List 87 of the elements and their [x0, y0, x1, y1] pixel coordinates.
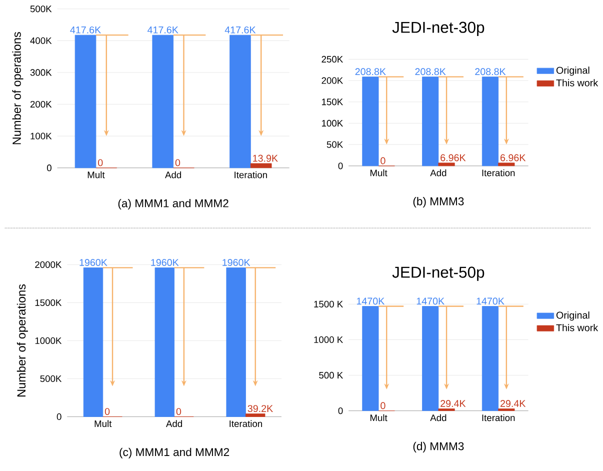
- y-tick-label: 500K: [30, 6, 52, 12]
- bar: [362, 306, 379, 411]
- x-tick-label: Mult: [88, 171, 105, 178]
- data-label: 208.8K: [355, 68, 386, 76]
- y-tick-label: 500K: [40, 375, 62, 382]
- data-label: 13.9K: [253, 154, 278, 162]
- y-tick-label: 200K: [322, 77, 344, 84]
- bar: [83, 267, 104, 417]
- y-tick-label: 1500K: [35, 299, 62, 306]
- x-tick-label: Add: [166, 420, 182, 428]
- bar: [422, 306, 439, 411]
- bar: [422, 76, 439, 166]
- bar: [482, 76, 499, 166]
- bar: [74, 34, 96, 168]
- data-label: 208.8K: [415, 68, 446, 76]
- x-tick-label: Iteration: [230, 420, 262, 428]
- bar: [154, 267, 174, 417]
- bar: [498, 162, 515, 166]
- x-tick-label: Iteration: [482, 414, 515, 422]
- y-tick-label: 50K: [326, 141, 344, 148]
- data-label: 6.96K: [500, 154, 526, 162]
- y-tick-label: 0: [338, 407, 343, 414]
- y-tick-label: 1500 K: [314, 300, 344, 308]
- data-label: 0: [380, 402, 386, 410]
- bar: [152, 34, 174, 168]
- data-label: 1960K: [222, 259, 250, 266]
- bar: [362, 76, 379, 166]
- data-label: 1960K: [80, 259, 108, 266]
- y-tick-label: 100K: [30, 132, 52, 140]
- data-label: 208.8K: [475, 68, 506, 76]
- text: (b) MMM3: [413, 197, 464, 208]
- bar: [246, 414, 266, 417]
- data-label: 0: [98, 159, 103, 166]
- bar: [230, 34, 251, 168]
- data-label: 29.4K: [500, 400, 526, 408]
- y-tick-label: 0: [338, 162, 343, 170]
- bar: [438, 408, 455, 411]
- y-tick-label: 200K: [30, 100, 52, 108]
- bar: [498, 408, 515, 411]
- y-tick-label: 0: [56, 413, 62, 420]
- data-label: 1470K: [416, 298, 444, 305]
- y-tick-label: 300K: [30, 69, 52, 76]
- y-tick-label: 150K: [322, 98, 344, 106]
- legend-label: Original: [556, 311, 590, 321]
- y-axis-title: Number of operations: [16, 284, 28, 396]
- x-tick-label: Mult: [370, 414, 388, 422]
- text: (c) MMM1 and MMM2: [120, 448, 230, 458]
- data-label: 0: [104, 408, 110, 416]
- data-label: 1470K: [356, 298, 385, 305]
- data-label: 0: [176, 408, 182, 416]
- data-label: 0: [175, 159, 180, 166]
- legend-label: This work: [556, 324, 598, 332]
- y-tick-label: 1000 K: [314, 336, 344, 343]
- text: (d) MMM3: [413, 442, 464, 452]
- x-tick-label: Iteration: [234, 171, 267, 178]
- data-label: 417.6K: [70, 26, 101, 34]
- x-tick-label: Mult: [370, 169, 388, 176]
- bar: [438, 162, 455, 166]
- data-label: 417.6K: [224, 26, 256, 34]
- y-tick-label: 100K: [322, 120, 344, 127]
- data-label: 0: [380, 157, 386, 164]
- y-tick-label: 250K: [322, 56, 344, 63]
- bar: [250, 163, 272, 168]
- bar: [482, 306, 499, 411]
- x-tick-label: Add: [165, 171, 182, 178]
- y-tick-label: 1000K: [35, 337, 62, 344]
- x-tick-label: Iteration: [482, 169, 515, 176]
- data-label: 6.96K: [440, 154, 466, 162]
- data-label: 39.2K: [248, 405, 273, 412]
- chart-title: JEDI-net-50p: [392, 266, 484, 281]
- legend-label: This work: [556, 79, 598, 86]
- text: (a) MMM1 and MMM2: [118, 198, 228, 210]
- chart-title: JEDI-net-30p: [392, 22, 484, 36]
- data-label: 1470K: [476, 298, 504, 305]
- legend-label: Original: [556, 66, 590, 76]
- data-label: 1960K: [151, 259, 179, 266]
- x-tick-label: Add: [430, 414, 446, 422]
- y-tick-label: 0: [47, 164, 52, 172]
- y-tick-label: 500 K: [319, 372, 344, 379]
- bar: [226, 267, 246, 417]
- x-tick-label: Mult: [94, 420, 112, 428]
- x-tick-label: Add: [430, 169, 446, 176]
- y-tick-label: 2000K: [35, 261, 62, 268]
- y-axis-title: Number of operations: [12, 32, 24, 144]
- data-label: 417.6K: [148, 26, 178, 34]
- y-tick-label: 400K: [30, 37, 52, 44]
- data-label: 29.4K: [440, 400, 466, 408]
